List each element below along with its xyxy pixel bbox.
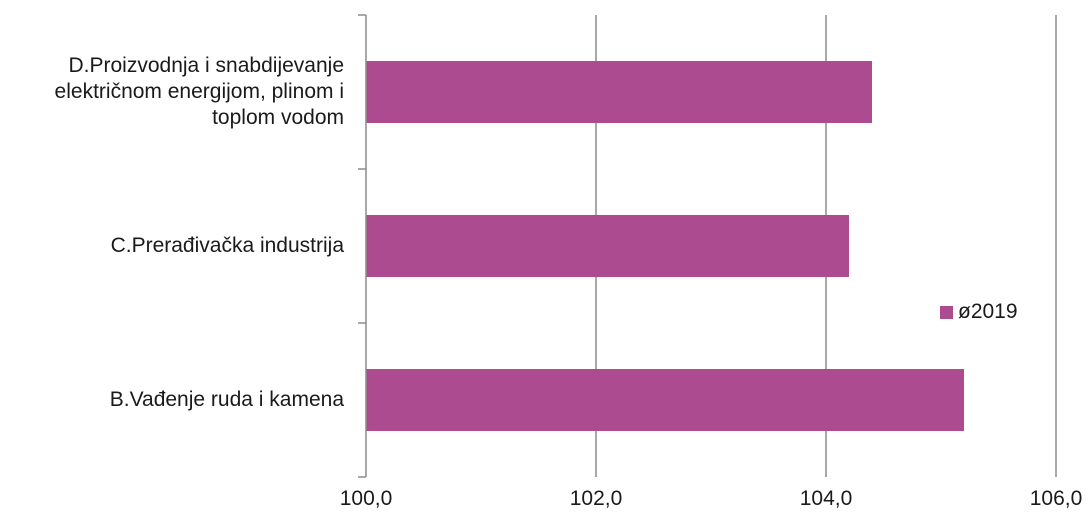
bar [366, 61, 872, 123]
legend: ø2019 [940, 300, 1018, 324]
category-label: C.Prerađivačka industrija [4, 233, 344, 259]
category-label-line: toplom vodom [212, 106, 344, 129]
bar [366, 215, 849, 277]
category-label-line: električnom energijom, plinom i [54, 80, 344, 103]
y-axis [358, 14, 367, 478]
category-label-line: D.Proizvodnja i snabdijevanje [68, 54, 345, 77]
category-label: B.Vađenje ruda i kamena [4, 387, 344, 413]
x-tick-label: 104,0 [799, 487, 853, 510]
bar [366, 369, 964, 431]
bars [366, 61, 964, 431]
category-label-line: B.Vađenje ruda i kamena [109, 388, 344, 411]
category-label: D.Proizvodnja i snabdijevanje električnom… [4, 53, 344, 131]
x-tick-label: 106,0 [1029, 487, 1083, 510]
x-tick-label: 102,0 [569, 487, 623, 510]
x-tick-label: 100,0 [339, 487, 393, 510]
legend-label: ø2019 [958, 300, 1018, 323]
legend-swatch [940, 305, 953, 319]
category-label-line: C.Prerađivačka industrija [110, 234, 344, 257]
